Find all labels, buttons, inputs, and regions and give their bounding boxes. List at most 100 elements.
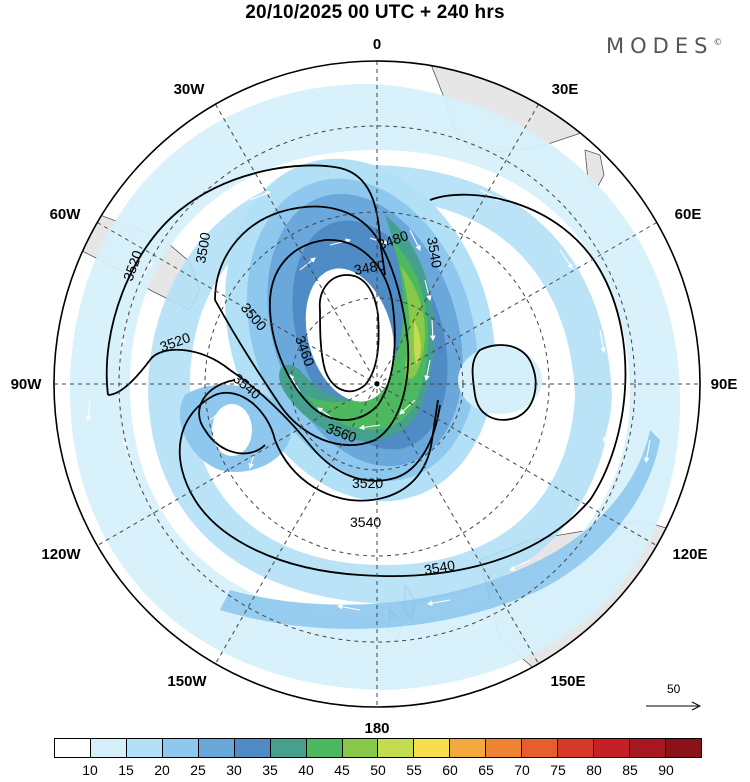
contour-3460 — [318, 274, 380, 393]
wind-vector — [358, 424, 381, 431]
map-content — [59, 61, 700, 691]
colorbar-label: 25 — [190, 762, 206, 778]
colorbar-cell — [342, 739, 379, 757]
height-contours — [105, 164, 627, 577]
lon-label-0: 0 — [373, 36, 381, 53]
colorbar — [54, 738, 702, 758]
map-border — [53, 60, 701, 708]
colorbar-label: 45 — [334, 762, 350, 778]
colorbar-cell — [270, 739, 307, 757]
wind-vector — [85, 399, 92, 422]
wind-vector — [409, 229, 421, 251]
colorbar-label: 55 — [406, 762, 422, 778]
colorbar-cell — [126, 739, 163, 757]
map-title: 20/10/2025 00 UTC + 240 hrs — [245, 2, 505, 23]
colorbar-cell — [55, 739, 91, 757]
lon-label-90w: 90W — [11, 376, 43, 393]
colorbar-label: 15 — [118, 762, 134, 778]
colorbar-label: 50 — [370, 762, 386, 778]
colorbar-cell — [162, 739, 199, 757]
contour-label: 3500 — [192, 231, 213, 265]
colorbar-label: 60 — [442, 762, 458, 778]
contour-3500 — [214, 205, 410, 446]
wind-vector — [336, 604, 361, 611]
colorbar-cell — [522, 739, 559, 757]
calm-centre — [305, 268, 395, 402]
wind-vector — [424, 279, 432, 302]
colorbar-label: 20 — [154, 762, 170, 778]
west-eddy-calm — [212, 404, 252, 456]
polar-map: 0 30E 60E 90E 120E 150E 180 150W 120W 90… — [11, 36, 738, 737]
colorbar-cell — [486, 739, 523, 757]
jet-core-55 — [413, 320, 421, 365]
colorbar-label: 65 — [478, 762, 494, 778]
reference-vector-arrow — [646, 701, 702, 711]
wind-vector — [424, 359, 431, 382]
contour-3520 — [105, 164, 441, 482]
east-lobe-15 — [458, 346, 542, 414]
colorbar-cell — [378, 739, 415, 757]
latitude-circle — [204, 211, 550, 557]
jet-core-45 — [305, 240, 429, 431]
reference-vector: 50 — [640, 680, 706, 720]
brand-logo: MODES© — [606, 34, 722, 58]
contour-label: 3480 — [353, 257, 387, 278]
wind-vector — [430, 319, 436, 342]
contour-3540-inner — [198, 379, 266, 455]
colorbar-cell — [558, 739, 595, 757]
brand-mark: © — [713, 38, 723, 48]
colorbar-labels: 10 15 20 25 30 35 40 45 50 55 60 65 70 75 80 85 90 — [54, 762, 702, 782]
contour-label: 3520 — [352, 475, 383, 491]
colorbar-cell — [90, 739, 127, 757]
colorbar-label: 70 — [514, 762, 530, 778]
wind-vector — [248, 449, 256, 470]
contour-east-closed — [471, 344, 537, 421]
wind-vector — [209, 407, 226, 421]
wind-speed-shading — [70, 83, 680, 691]
contour-label: 3540 — [423, 557, 457, 578]
colorbar-cell — [198, 739, 235, 757]
lon-label-150e: 150E — [550, 673, 585, 690]
wind-vector — [119, 336, 126, 361]
wind-vector — [329, 238, 352, 246]
colorbar-cell — [594, 739, 630, 757]
colorbar-label: 90 — [658, 762, 674, 778]
wind-vector — [602, 419, 611, 444]
contour-3540-outer — [178, 193, 627, 577]
wind-vector — [199, 205, 219, 221]
lon-label-60e: 60E — [675, 206, 702, 223]
colorbar-label: 35 — [262, 762, 278, 778]
lon-label-120e: 120E — [672, 546, 707, 563]
lon-label-120w: 120W — [41, 546, 81, 563]
southern-arc-25 — [220, 430, 660, 629]
colorbar-cell — [630, 739, 666, 757]
colorbar-label: 40 — [298, 762, 314, 778]
reference-vector-label: 50 — [667, 682, 681, 696]
lon-label-60w: 60W — [50, 206, 82, 223]
wind-vectors — [85, 189, 651, 611]
lon-label-30e: 30E — [552, 81, 579, 98]
lon-label-90e: 90E — [711, 376, 738, 393]
colorbar-cell — [234, 739, 271, 757]
colorbar-cell — [414, 739, 451, 757]
contour-3480 — [269, 239, 396, 421]
wind-vector — [599, 329, 606, 354]
wind-vector — [559, 249, 573, 269]
lon-label-30w: 30W — [174, 81, 206, 98]
wind-vector — [175, 523, 191, 541]
pole-marker — [374, 381, 380, 387]
colorbar-cell — [306, 739, 343, 757]
brand-name: MODES — [606, 34, 714, 58]
wind-vector — [426, 599, 451, 606]
longitude-labels: 0 30E 60E 90E 120E 150E 180 150W 120W 90… — [11, 36, 738, 737]
wind-vector — [399, 399, 416, 415]
wind-vector — [644, 439, 651, 464]
colorbar-label: 10 — [82, 762, 98, 778]
colorbar-cell — [665, 739, 701, 757]
colorbar-label: 75 — [550, 762, 566, 778]
colorbar-label: 30 — [226, 762, 242, 778]
contour-label: 3540 — [350, 514, 381, 530]
colorbar-label: 80 — [586, 762, 602, 778]
wind-vector — [509, 559, 531, 571]
wind-vector — [249, 191, 272, 201]
